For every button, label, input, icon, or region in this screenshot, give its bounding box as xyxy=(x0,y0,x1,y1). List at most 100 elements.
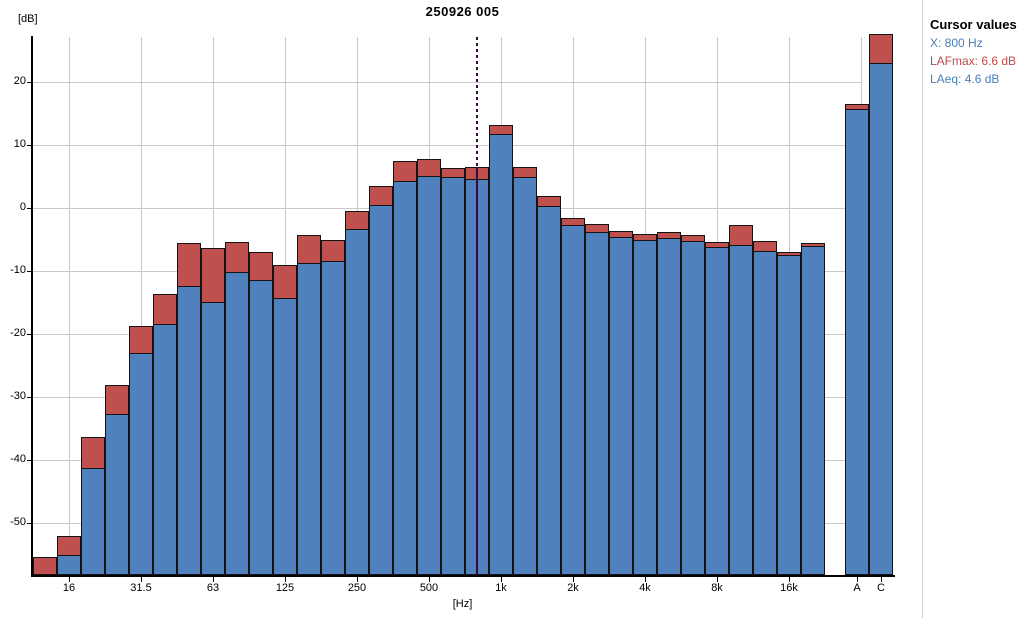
x-tick-mark xyxy=(856,577,858,582)
laeq-segment xyxy=(585,231,609,575)
bar-160[interactable] xyxy=(297,37,321,575)
x-tick-label-1k: 1k xyxy=(495,582,507,594)
bar-250[interactable] xyxy=(345,37,369,575)
laeq-segment xyxy=(705,247,729,575)
bar-125[interactable] xyxy=(273,37,297,575)
x-axis-unit-label: [Hz] xyxy=(452,598,473,610)
y-tick-label: 0 xyxy=(19,201,26,214)
x-tick-label-125: 125 xyxy=(275,582,295,594)
x-tick-label-250: 250 xyxy=(347,582,367,594)
y-tick-mark xyxy=(27,144,33,146)
y-tick-mark xyxy=(27,396,33,398)
bar-1.6k[interactable] xyxy=(537,37,561,575)
bar-12.5[interactable] xyxy=(33,37,57,575)
bar-3.15k[interactable] xyxy=(609,37,633,575)
y-tick-mark xyxy=(27,81,33,83)
y-tick-label: -20 xyxy=(10,327,26,340)
bar-10k[interactable] xyxy=(729,37,753,575)
laeq-segment xyxy=(869,63,893,575)
bar-315[interactable] xyxy=(369,37,393,575)
bar-500[interactable] xyxy=(417,37,441,575)
laeq-segment xyxy=(753,250,777,575)
laeq-segment xyxy=(777,254,801,575)
bar-40[interactable] xyxy=(153,37,177,575)
y-tick-mark xyxy=(27,333,33,335)
bar-25[interactable] xyxy=(105,37,129,575)
bar-63[interactable] xyxy=(201,37,225,575)
laeq-segment xyxy=(537,206,561,575)
bar-8k[interactable] xyxy=(705,37,729,575)
bar-1k[interactable] xyxy=(489,37,513,575)
bar-16[interactable] xyxy=(57,37,81,575)
laeq-segment xyxy=(441,176,465,575)
laeq-segment xyxy=(297,263,321,575)
x-tick-mark xyxy=(356,577,358,582)
bar-4k[interactable] xyxy=(633,37,657,575)
cursor-laeq-value: LAeq: 4.6 dB xyxy=(930,72,1000,86)
gridline-vertical xyxy=(140,37,142,575)
bar-630[interactable] xyxy=(441,37,465,575)
y-axis-unit-label: [dB] xyxy=(18,13,38,25)
bar-400[interactable] xyxy=(393,37,417,575)
panel-divider xyxy=(922,0,923,618)
bar-100[interactable] xyxy=(249,37,273,575)
y-tick-label: 20 xyxy=(13,75,26,88)
laeq-segment xyxy=(657,237,681,575)
laeq-segment xyxy=(177,285,201,575)
gridline-horizontal xyxy=(33,144,861,146)
x-tick-label-500: 500 xyxy=(419,582,439,594)
laeq-segment xyxy=(609,236,633,575)
cursor-line[interactable] xyxy=(476,166,478,575)
laeq-segment xyxy=(321,261,345,575)
laeq-segment xyxy=(801,246,825,575)
laeq-segment xyxy=(81,467,105,575)
x-tick-mark xyxy=(140,577,142,582)
x-tick-label-8k: 8k xyxy=(711,582,723,594)
cursor-line[interactable] xyxy=(476,37,478,167)
bar-16k[interactable] xyxy=(777,37,801,575)
laeq-segment xyxy=(513,176,537,575)
bar-50[interactable] xyxy=(177,37,201,575)
bar-31.5[interactable] xyxy=(129,37,153,575)
laeq-segment xyxy=(153,324,177,575)
x-tick-mark xyxy=(788,577,790,582)
x-tick-label-31.5: 31.5 xyxy=(130,582,152,594)
bar-80[interactable] xyxy=(225,37,249,575)
x-tick-mark xyxy=(880,577,882,582)
bar-5k[interactable] xyxy=(657,37,681,575)
x-tick-mark xyxy=(716,577,718,582)
y-tick-mark xyxy=(27,270,33,272)
bar-6.3k[interactable] xyxy=(681,37,705,575)
y-axis-line xyxy=(31,36,33,577)
bar-1.25k[interactable] xyxy=(513,37,537,575)
laeq-segment xyxy=(729,244,753,575)
y-tick-label: -10 xyxy=(10,264,26,277)
laeq-segment xyxy=(249,279,273,575)
chart-title: 250926 005 xyxy=(425,4,500,19)
laeq-segment xyxy=(225,271,249,575)
gridline-vertical xyxy=(68,37,70,575)
bar-20[interactable] xyxy=(81,37,105,575)
x-tick-mark xyxy=(212,577,214,582)
x-tick-mark xyxy=(284,577,286,582)
laeq-segment xyxy=(273,297,297,575)
laeq-segment xyxy=(201,301,225,575)
bar-C[interactable] xyxy=(869,33,893,575)
bar-2k[interactable] xyxy=(561,37,585,575)
y-tick-label: -40 xyxy=(10,453,26,466)
bar-12.5k[interactable] xyxy=(753,37,777,575)
x-tick-label-C: C xyxy=(877,582,885,594)
bar-200[interactable] xyxy=(321,37,345,575)
laeq-segment xyxy=(681,241,705,575)
bar-2.5k[interactable] xyxy=(585,37,609,575)
gridline-horizontal xyxy=(33,81,861,83)
x-tick-label-16k: 16k xyxy=(780,582,798,594)
x-tick-label-16: 16 xyxy=(62,582,76,594)
laeq-segment xyxy=(845,108,869,575)
spectrum-plot-area[interactable]: 20 10 0 -10 -20 -30 -40 -50 16 31.5 63 125 250 500 1k 2… xyxy=(0,0,925,618)
x-tick-mark xyxy=(500,577,502,582)
bar-20k[interactable] xyxy=(801,37,825,575)
bar-A[interactable] xyxy=(845,37,869,575)
cursor-x-value: X: 800 Hz xyxy=(930,36,983,50)
laeq-segment xyxy=(345,229,369,575)
